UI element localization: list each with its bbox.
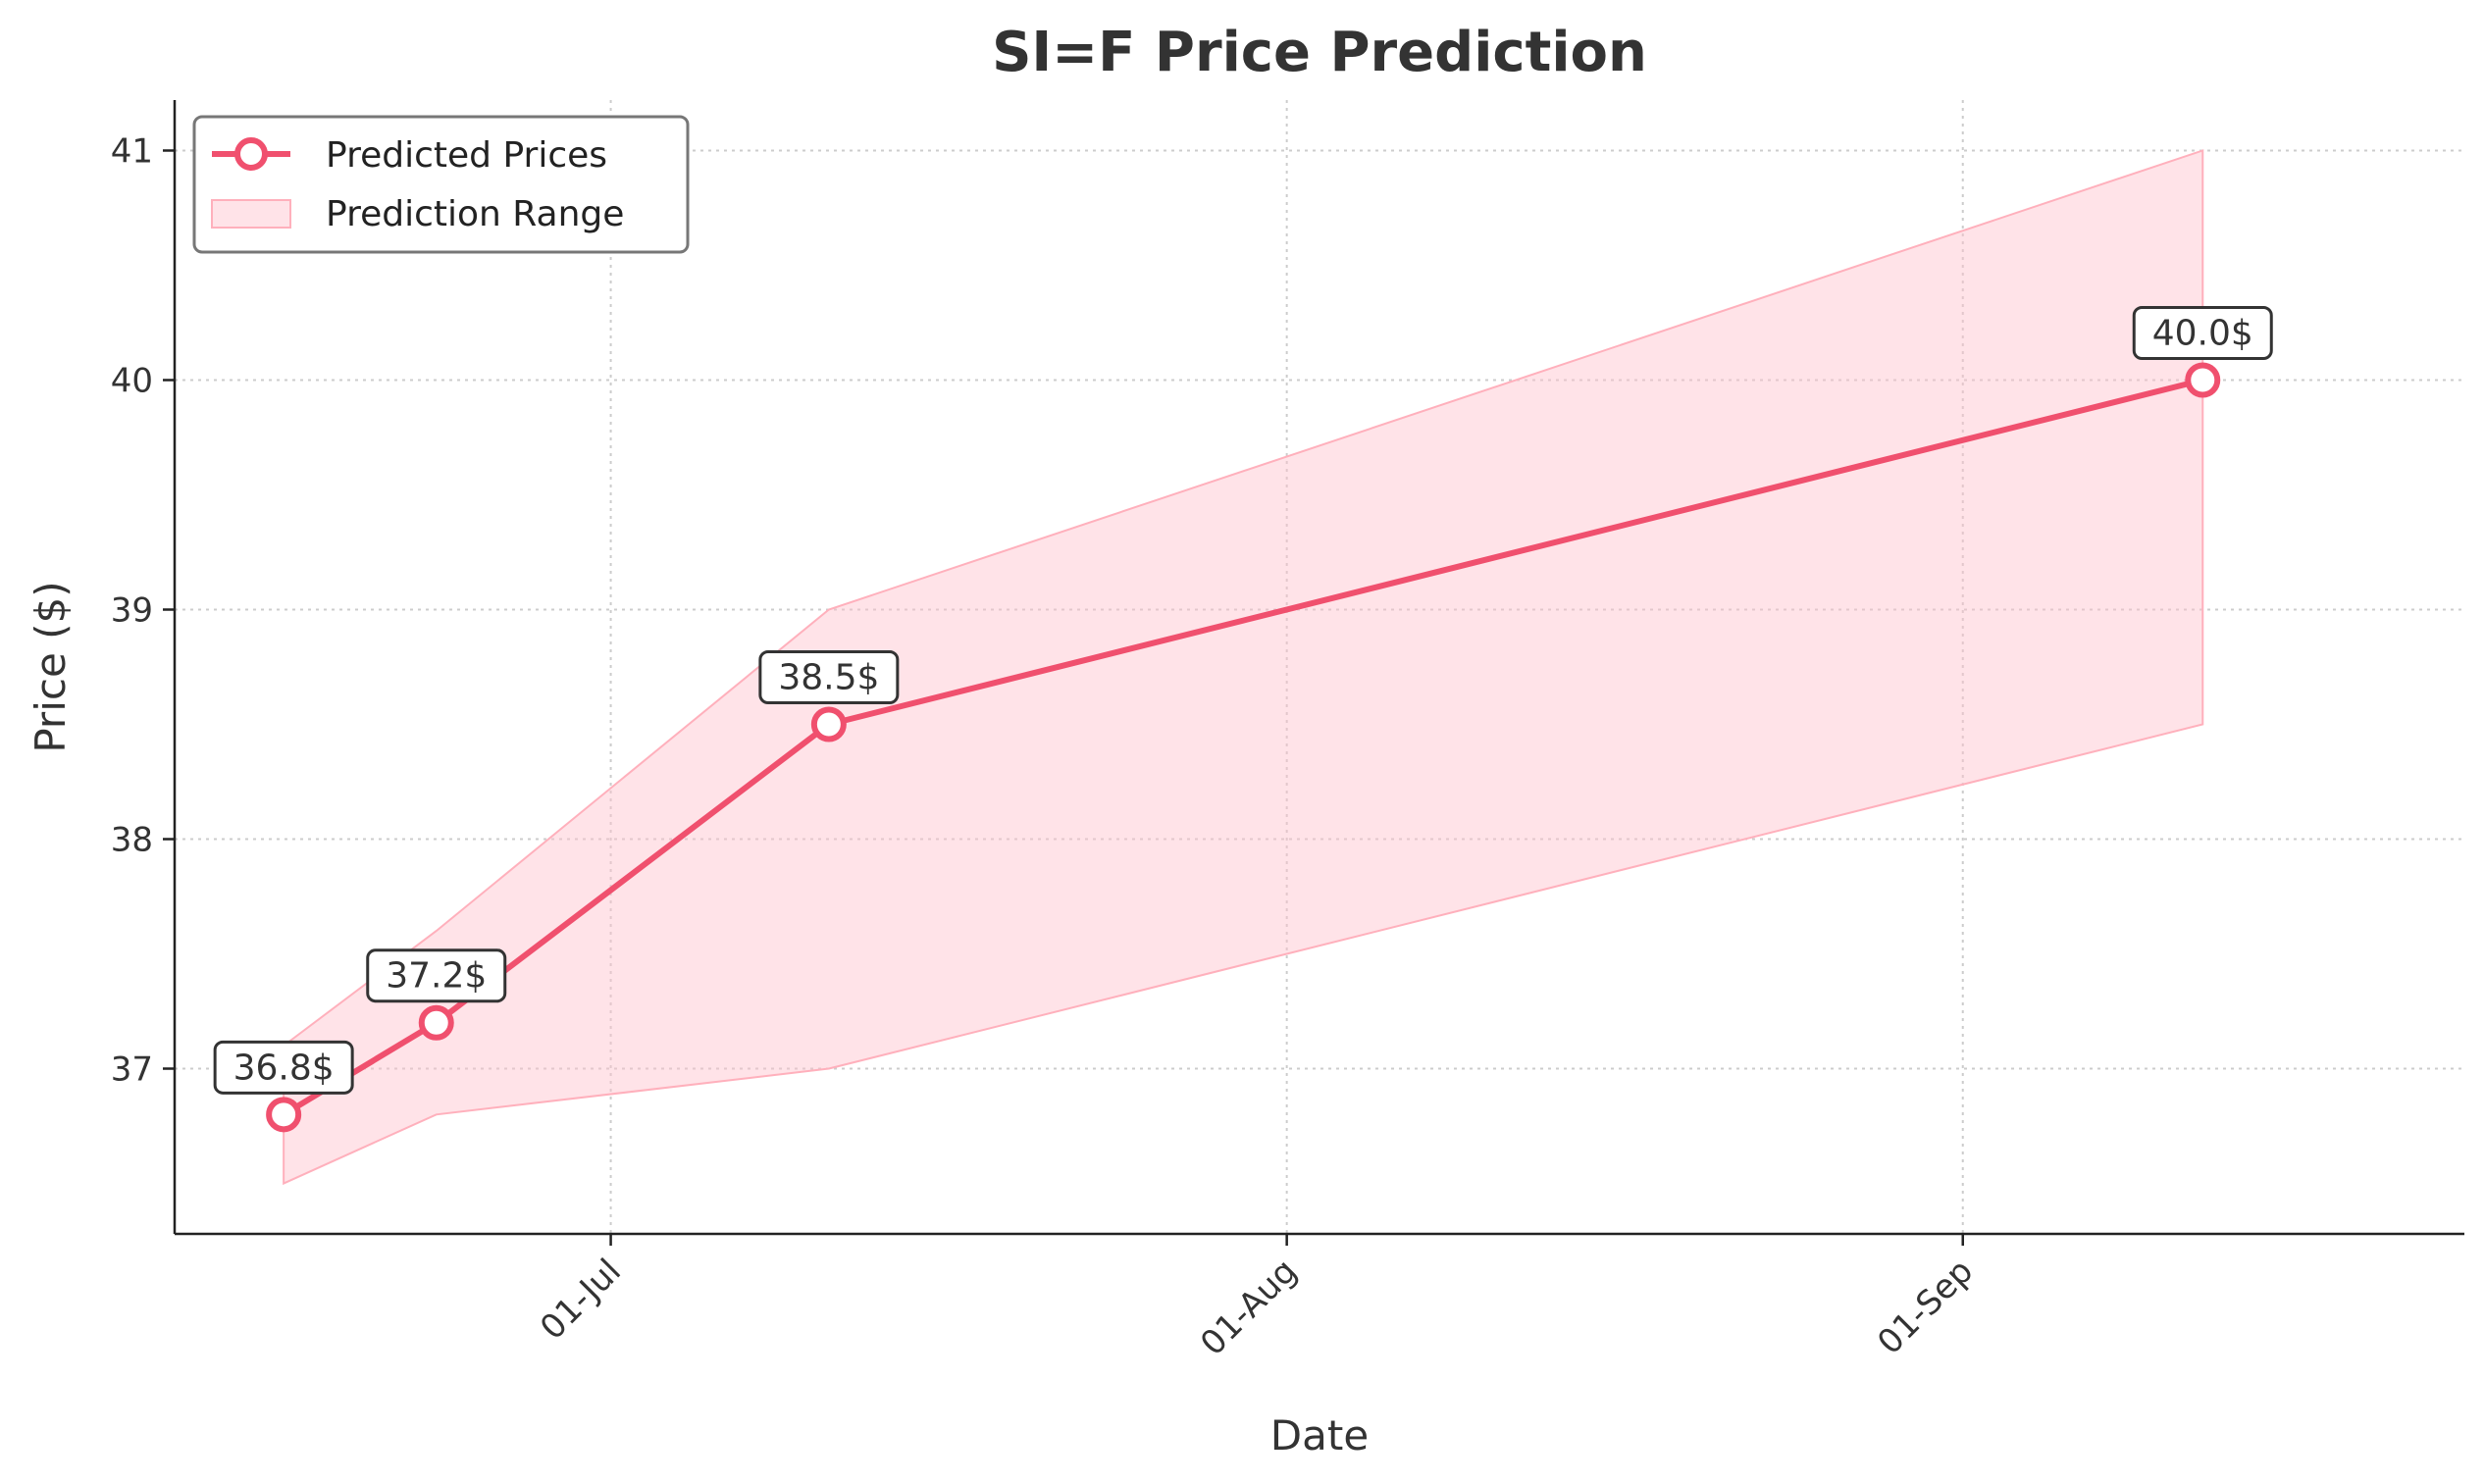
y-ticks: 37 38 39 40 41 — [111, 131, 175, 1090]
data-label-text: 40.0$ — [2152, 313, 2253, 353]
grid — [175, 100, 2464, 1234]
y-axis-title: Price ($) — [26, 581, 75, 752]
data-labels: 36.8$ 37.2$ 38.5$ 40.0$ — [213, 305, 2273, 1095]
prediction-range-band — [283, 149, 2204, 1186]
data-point — [266, 1097, 302, 1133]
data-label-text: 37.2$ — [386, 956, 487, 997]
y-tick-label: 41 — [111, 131, 153, 171]
data-label-text: 36.8$ — [233, 1048, 335, 1088]
legend: Predicted Prices Prediction Range — [192, 115, 690, 254]
predicted-prices-points — [266, 362, 2221, 1133]
data-label-text: 38.5$ — [778, 658, 879, 698]
predicted-prices-polyline — [281, 377, 2206, 1118]
data-label-box — [366, 948, 507, 1003]
data-point — [418, 1004, 454, 1041]
x-axis-title: Date — [1270, 1411, 1369, 1459]
data-label-box — [213, 1040, 354, 1095]
y-tick-label: 38 — [111, 821, 153, 860]
legend-band-swatch — [211, 199, 291, 229]
legend-label-predicted-prices: Predicted Prices — [326, 135, 607, 176]
y-tick-label: 40 — [111, 361, 153, 400]
chart-title: SI=F Price Prediction — [992, 21, 1647, 84]
data-point — [2185, 362, 2221, 398]
data-label: 40.0$ — [2132, 305, 2273, 360]
data-label-box — [2132, 305, 2273, 360]
data-point — [810, 706, 847, 742]
data-label-box — [758, 650, 900, 705]
legend-label-prediction-range: Prediction Range — [326, 194, 624, 234]
data-label: 36.8$ — [213, 1040, 354, 1095]
legend-frame — [192, 115, 690, 254]
y-tick-label: 37 — [111, 1050, 153, 1090]
prediction-range-area — [283, 149, 2204, 1186]
predicted-prices-line — [281, 377, 2206, 1118]
data-label: 37.2$ — [366, 948, 507, 1003]
data-label: 38.5$ — [758, 650, 900, 705]
y-tick-label: 39 — [111, 590, 153, 630]
legend-marker-swatch — [234, 137, 268, 171]
